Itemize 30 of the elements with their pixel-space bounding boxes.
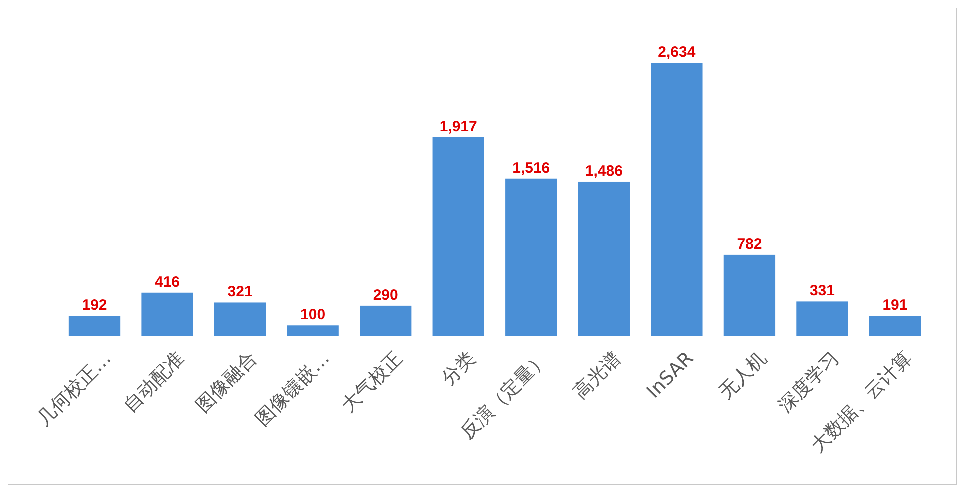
data-label: 290 bbox=[373, 286, 398, 304]
data-label: 782 bbox=[737, 236, 762, 253]
data-label: 192 bbox=[82, 297, 108, 314]
bar bbox=[214, 302, 266, 336]
bar bbox=[506, 178, 558, 336]
data-label: 331 bbox=[810, 282, 835, 300]
x-tick-label: 分类 bbox=[437, 348, 480, 390]
bar bbox=[142, 292, 194, 336]
bar bbox=[724, 254, 776, 336]
x-tick-label: 高光谱 bbox=[569, 348, 626, 404]
data-label: 1,486 bbox=[585, 162, 623, 180]
x-tick-label: 无人机 bbox=[714, 348, 771, 404]
data-label: 321 bbox=[228, 284, 253, 301]
data-label: 1,917 bbox=[440, 118, 478, 136]
data-label: 191 bbox=[882, 297, 908, 314]
data-label: 1,516 bbox=[512, 160, 550, 177]
bar bbox=[869, 316, 922, 336]
x-tick-label: 大气校正 bbox=[338, 348, 407, 417]
bar bbox=[578, 182, 630, 336]
bar bbox=[360, 306, 412, 336]
bar bbox=[796, 302, 848, 336]
bar bbox=[68, 316, 121, 336]
bar bbox=[651, 63, 703, 336]
bar bbox=[432, 137, 484, 336]
data-label: 100 bbox=[300, 306, 326, 324]
x-tick-label: 几何校正… bbox=[33, 348, 116, 430]
x-tick-label: 自动配准 bbox=[119, 348, 189, 417]
data-label: 416 bbox=[155, 274, 180, 291]
bar bbox=[287, 326, 339, 336]
data-label: 2,634 bbox=[658, 44, 696, 61]
